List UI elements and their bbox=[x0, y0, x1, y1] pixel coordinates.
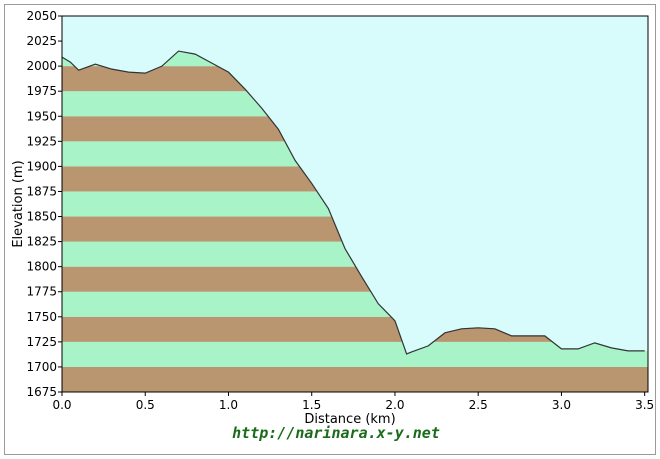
y-tick-label: 1925 bbox=[26, 134, 57, 148]
x-tick-label: 2.5 bbox=[469, 398, 488, 412]
y-tick-label: 2025 bbox=[26, 34, 57, 48]
y-axis: 1675 1700 1725 1750 1775 1800 1825 1850 1875 1900… bbox=[26, 9, 62, 399]
y-tick-label: 1975 bbox=[26, 84, 57, 98]
y-tick-label: 1775 bbox=[26, 285, 57, 299]
elevation-band bbox=[62, 366, 648, 392]
y-tick-label: 2050 bbox=[26, 9, 57, 23]
y-tick-label: 1750 bbox=[26, 310, 57, 324]
x-tick-label: 0.0 bbox=[52, 398, 71, 412]
plot-border bbox=[61, 15, 649, 393]
sky-area bbox=[62, 16, 648, 354]
x-tick-label: 1.0 bbox=[219, 398, 238, 412]
x-tick-label: 0.5 bbox=[136, 398, 155, 412]
y-tick-label: 1950 bbox=[26, 109, 57, 123]
y-tick-label: 1800 bbox=[26, 260, 57, 274]
x-tick-label: 1.5 bbox=[302, 398, 321, 412]
y-tick-label: 1675 bbox=[26, 385, 57, 399]
y-tick-label: 2000 bbox=[26, 59, 57, 73]
elevation-profile-line bbox=[61, 50, 645, 355]
y-tick-label: 1875 bbox=[26, 184, 57, 198]
y-tick-label: 1900 bbox=[26, 159, 57, 173]
x-tick-label: 3.5 bbox=[635, 398, 654, 412]
x-axis: 0.0 0.5 1.0 1.5 2.0 2.5 3.0 3.5 bbox=[52, 392, 654, 412]
y-tick-label: 1850 bbox=[26, 210, 57, 224]
y-axis-title: Elevation (m) bbox=[11, 160, 26, 247]
x-axis-title: Distance (km) bbox=[304, 412, 395, 427]
y-tick-label: 1825 bbox=[26, 235, 57, 249]
x-tick-label: 2.0 bbox=[385, 398, 404, 412]
y-tick-label: 1700 bbox=[26, 360, 57, 374]
x-tick-label: 3.0 bbox=[552, 398, 571, 412]
elevation-band bbox=[62, 341, 648, 367]
site-url-watermark[interactable]: http://narinara.x-y.net bbox=[232, 424, 440, 442]
y-tick-label: 1725 bbox=[26, 335, 57, 349]
